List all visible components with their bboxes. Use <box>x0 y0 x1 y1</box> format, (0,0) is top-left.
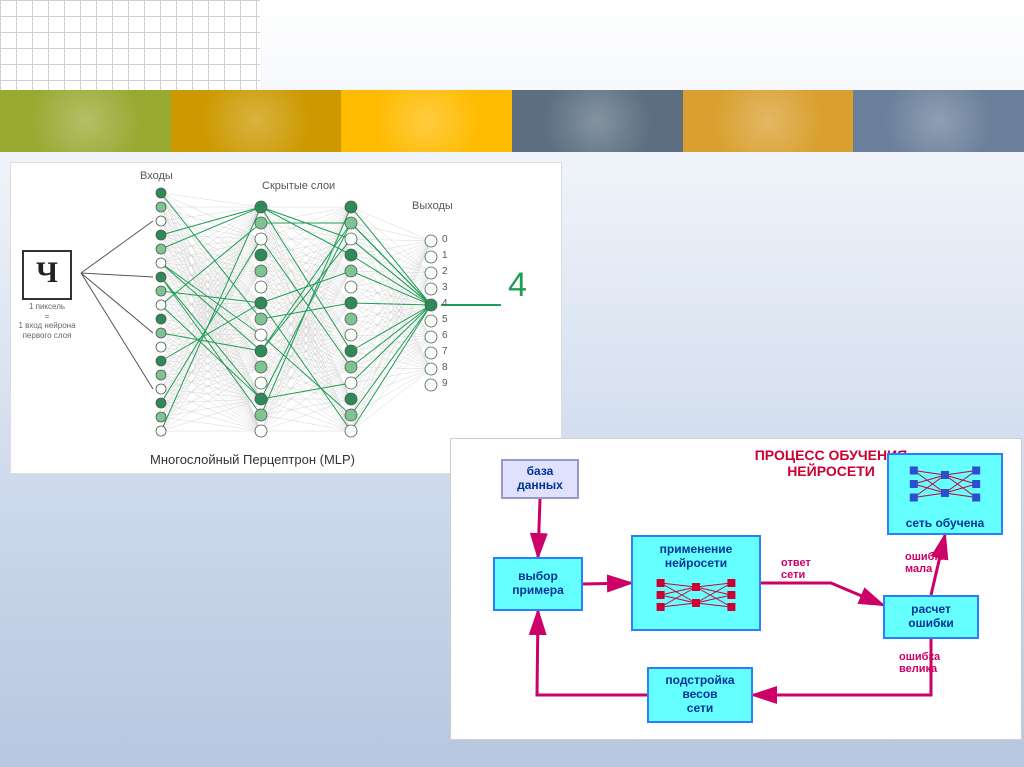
flow-label-err_big: ошибкавелика <box>899 651 940 675</box>
decorative-grid <box>0 0 260 90</box>
flow-box-calc: расчетошибки <box>883 595 979 639</box>
flow-label-answer: ответсети <box>781 557 811 581</box>
flow-box-apply: применениенейросети <box>631 535 761 631</box>
flow-label-err_small: ошибкамала <box>905 551 946 575</box>
label-outputs: Выходы <box>412 200 453 212</box>
flow-box-choose: выборпримера <box>493 557 583 611</box>
output-index: 7 <box>442 346 448 357</box>
input-glyph: Ч <box>22 250 72 300</box>
output-index: 4 <box>442 298 448 309</box>
mlp-panel <box>10 162 562 474</box>
output-index: 9 <box>442 378 448 389</box>
flow-box-db: базаданных <box>501 459 579 499</box>
output-index: 5 <box>442 314 448 325</box>
mlp-caption: Многослойный Перцептрон (MLP) <box>150 452 355 467</box>
banner-strip <box>0 90 1024 152</box>
flow-box-trained: сеть обучена <box>887 453 1003 535</box>
label-inputs: Входы <box>140 170 173 182</box>
mlp-network <box>11 163 561 473</box>
output-index: 2 <box>442 266 448 277</box>
output-index: 3 <box>442 282 448 293</box>
output-index: 0 <box>442 234 448 245</box>
output-value: 4 <box>508 268 527 302</box>
output-index: 1 <box>442 250 448 261</box>
output-index: 8 <box>442 362 448 373</box>
output-index: 6 <box>442 330 448 341</box>
flow-box-tune: подстройкавесовсети <box>647 667 753 723</box>
label-hidden: Скрытые слои <box>262 180 335 192</box>
training-flow-panel: ПРОЦЕСС ОБУЧЕНИЯНЕЙРОСЕТИ базаданныхвыбо… <box>450 438 1022 740</box>
pixel-note: 1 пиксель=1 вход нейронапервого слоя <box>10 302 84 340</box>
